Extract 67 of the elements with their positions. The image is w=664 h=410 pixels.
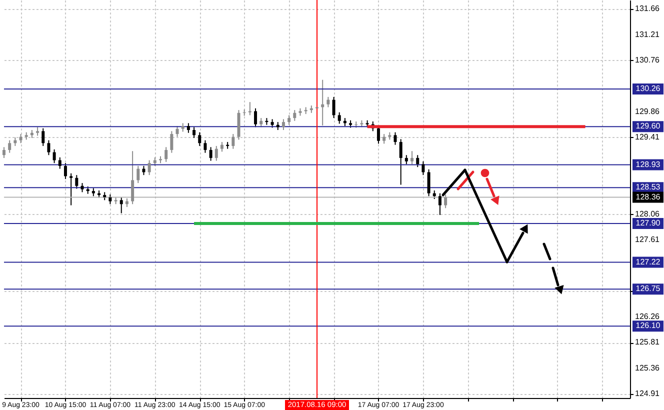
candlestick xyxy=(108,194,112,205)
candlestick xyxy=(399,138,402,186)
y-tick-label: 129.86 xyxy=(635,106,660,116)
candlestick xyxy=(8,140,12,154)
candlestick xyxy=(42,128,45,146)
y-tick-label: 130.76 xyxy=(635,55,660,64)
candlestick xyxy=(427,168,430,197)
candlestick xyxy=(404,154,408,165)
y-tick-label: 125.81 xyxy=(635,338,660,347)
y-tick-label: 125.36 xyxy=(635,363,660,372)
candlestick xyxy=(338,112,341,124)
y-tick-label: 129.41 xyxy=(635,132,660,142)
candlestick xyxy=(382,133,386,144)
candlestick xyxy=(416,154,420,168)
candlestick xyxy=(2,146,6,158)
ref-line-label: 130.26 xyxy=(636,84,661,93)
y-tick-label: 126.26 xyxy=(635,312,660,322)
candlestick xyxy=(52,148,56,164)
candlestick xyxy=(64,162,67,180)
candlestick xyxy=(220,141,224,152)
candlestick xyxy=(176,126,179,138)
ref-line-label: 128.93 xyxy=(636,160,661,169)
candlestick xyxy=(75,174,78,190)
ref-line-label: 126.10 xyxy=(636,321,661,330)
candlestick xyxy=(80,182,84,193)
ref-line-label: 127.22 xyxy=(636,257,661,266)
ref-line-label: 128.36 xyxy=(636,192,661,202)
candlestick xyxy=(394,132,397,146)
candlestick xyxy=(288,114,291,126)
candlestick xyxy=(282,118,285,131)
candlestick xyxy=(248,102,252,116)
candlestick xyxy=(254,108,258,128)
ref-line-label: 128.53 xyxy=(636,182,661,192)
y-tick-label: 128.06 xyxy=(635,209,660,218)
candlestick xyxy=(198,132,202,146)
candlestick xyxy=(444,194,448,209)
candlestick xyxy=(148,160,151,176)
candlestick xyxy=(326,96,330,108)
candlestick xyxy=(58,156,62,170)
candlestick xyxy=(186,122,190,134)
candlestick xyxy=(438,192,442,216)
candlestick xyxy=(410,150,414,165)
candlestick xyxy=(214,145,218,162)
candlestick xyxy=(70,172,73,206)
candlestick xyxy=(120,196,123,214)
y-tick-label: 131.66 xyxy=(635,4,660,14)
candlestick xyxy=(19,133,22,144)
candlestick xyxy=(164,146,168,162)
y-tick-label: 127.61 xyxy=(635,235,660,244)
y-tick-label: 124.91 xyxy=(635,389,660,398)
candlestick xyxy=(136,165,140,184)
candlestick xyxy=(293,110,296,122)
y-tick-label: 131.21 xyxy=(635,30,660,39)
candlestick xyxy=(422,160,425,176)
candlestick xyxy=(170,130,174,154)
candlestick xyxy=(131,150,134,205)
candlestick xyxy=(260,118,263,128)
candlestick xyxy=(192,126,196,138)
candlestick xyxy=(237,110,240,140)
candlestick xyxy=(232,133,235,150)
candlestick xyxy=(332,96,336,119)
ref-line-label: 129.60 xyxy=(636,122,661,131)
ref-line-label: 127.90 xyxy=(636,218,661,228)
candlestick xyxy=(209,146,212,162)
candlestick xyxy=(47,140,50,156)
ref-line-label: 126.75 xyxy=(636,284,661,294)
candlestick xyxy=(204,140,207,154)
